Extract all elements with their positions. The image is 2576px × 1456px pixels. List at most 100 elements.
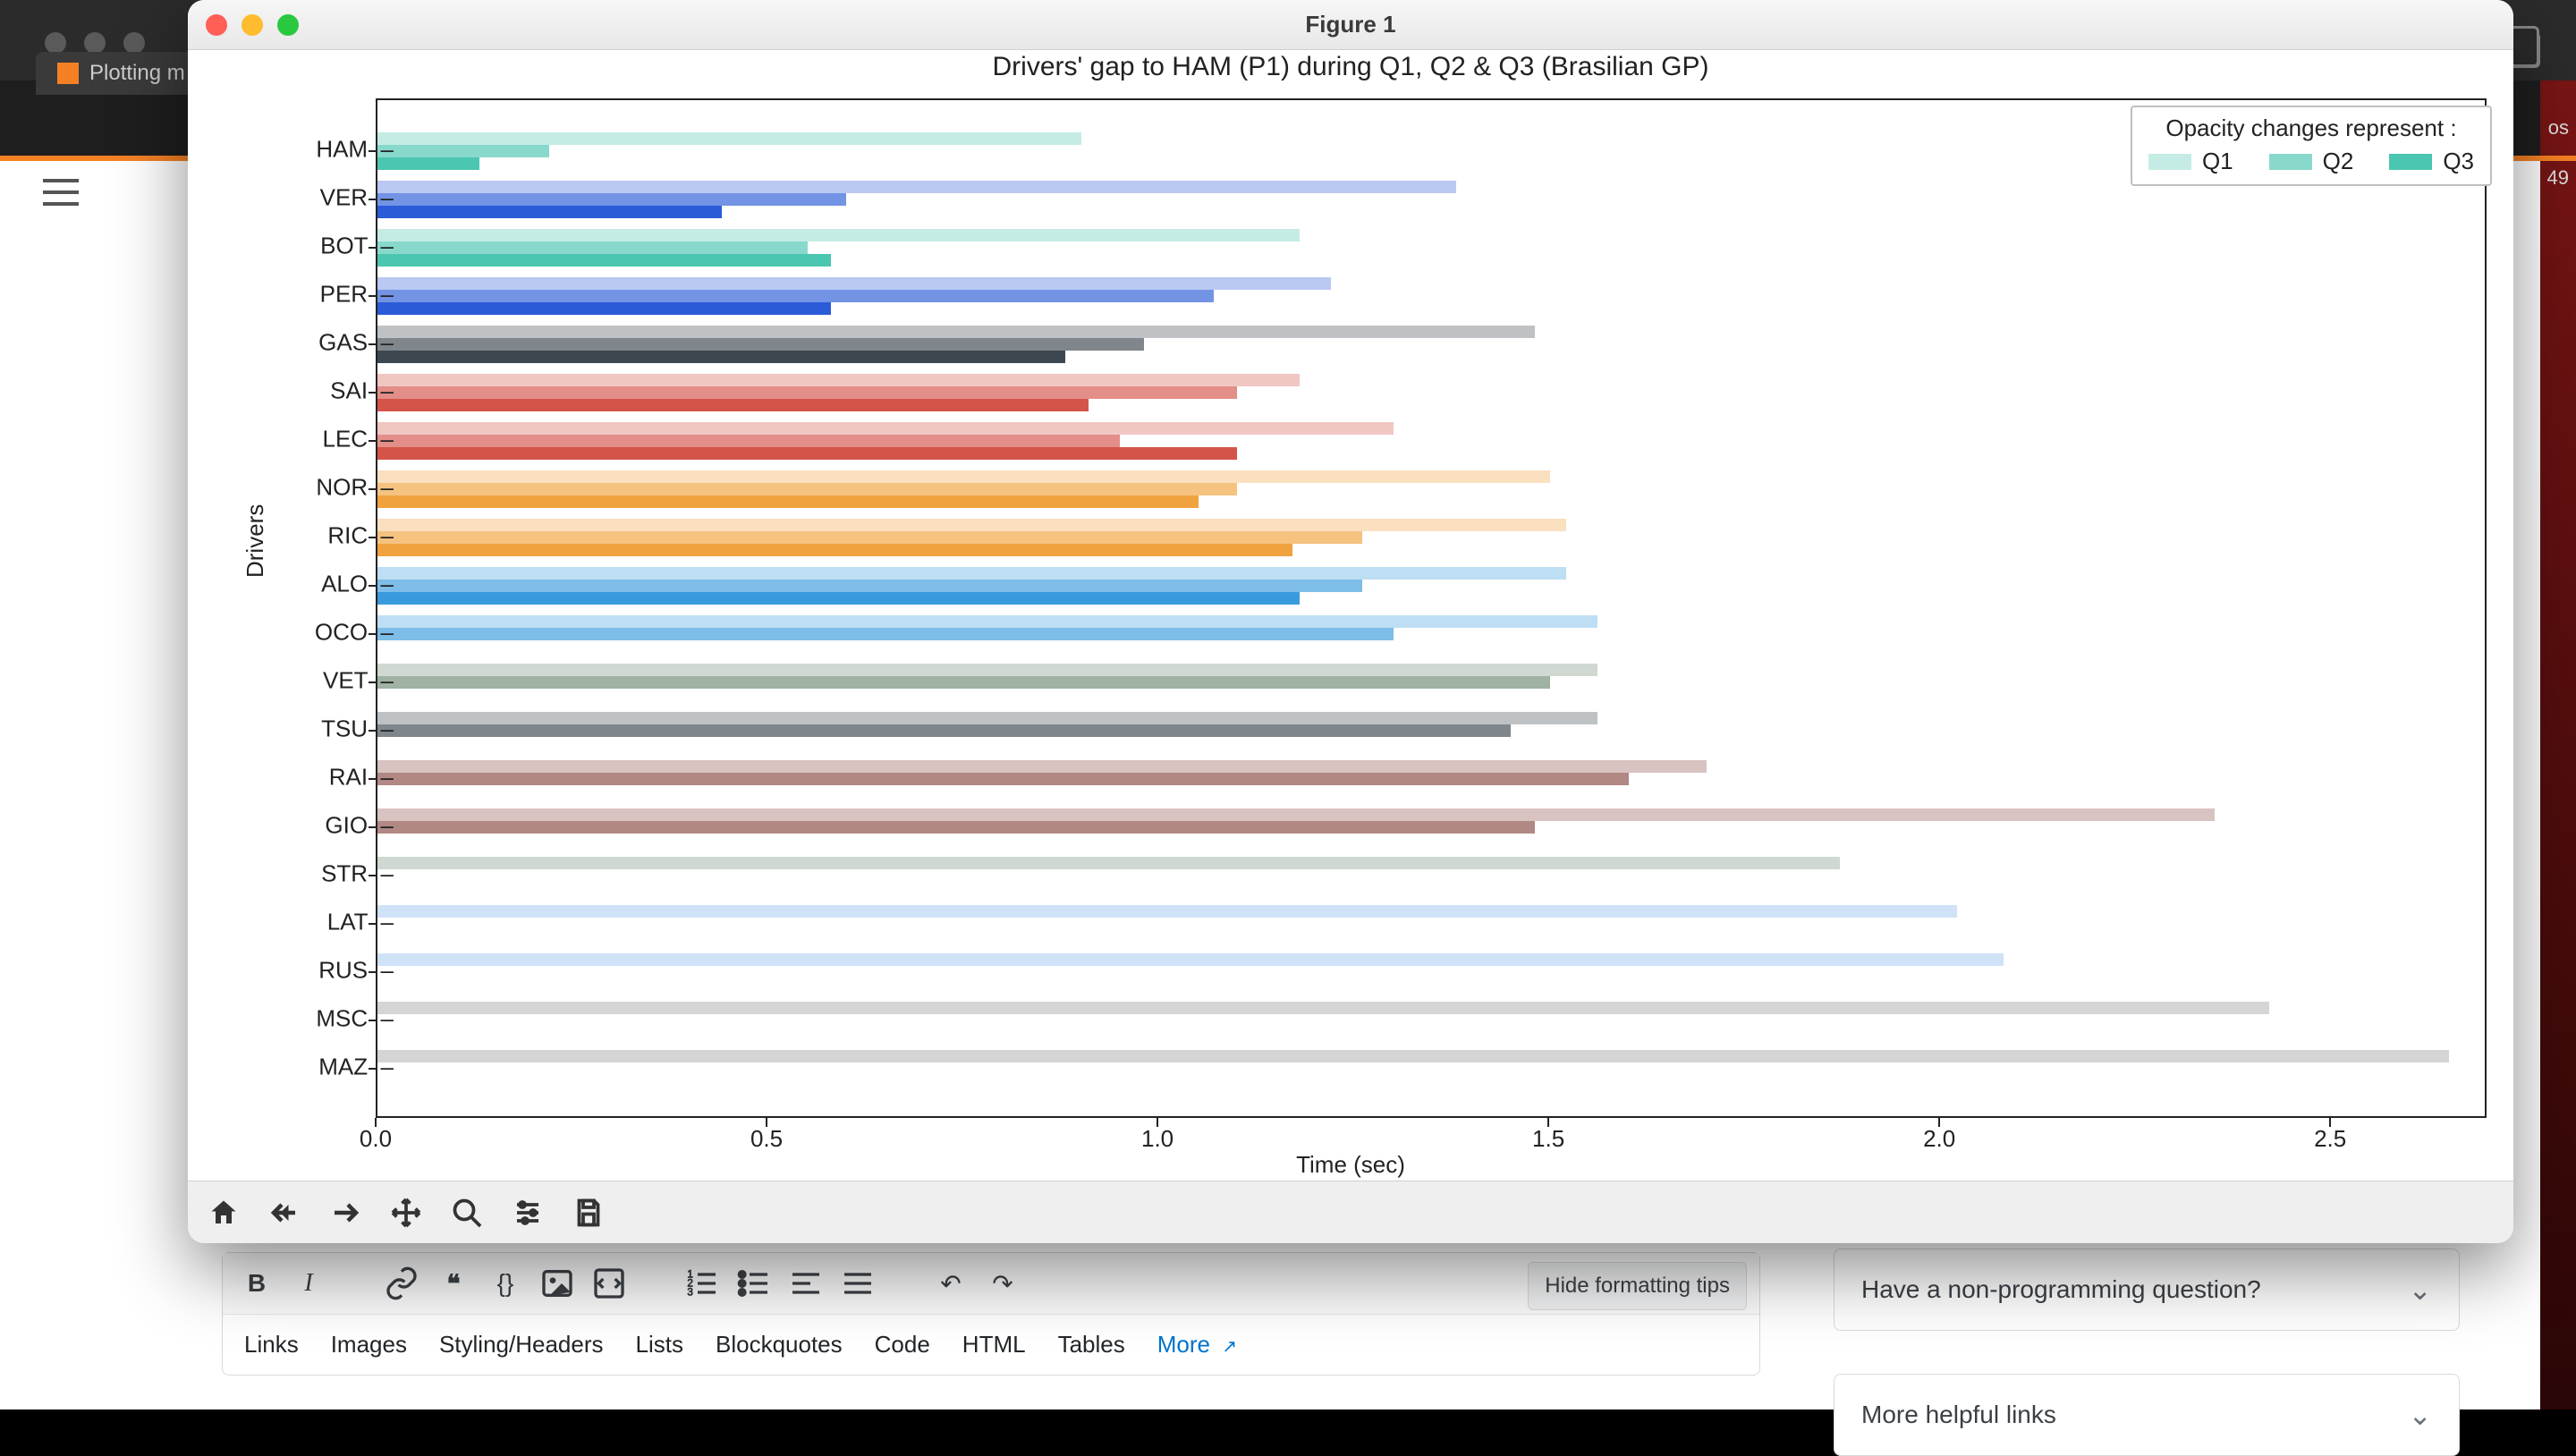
- chevron-down-icon: ⌄: [2408, 1273, 2432, 1307]
- bar-q3: [377, 544, 1292, 556]
- x-tick-label: 2.5: [2314, 1125, 2346, 1153]
- save-figure-button[interactable]: [560, 1188, 617, 1238]
- bar-q3: [377, 399, 1089, 411]
- svg-text:3: 3: [687, 1286, 692, 1298]
- bold-button[interactable]: B: [239, 1266, 275, 1301]
- help-tab-styling[interactable]: Styling/Headers: [439, 1331, 604, 1359]
- align-left-button[interactable]: [788, 1266, 824, 1301]
- window-title: Figure 1: [1305, 11, 1395, 38]
- side-card-label: Have a non-programming question?: [1861, 1275, 2261, 1304]
- ordered-list-button[interactable]: 123: [684, 1266, 720, 1301]
- y-tick-label: BOT –: [224, 233, 394, 260]
- x-tick-label: 2.0: [1923, 1125, 1955, 1153]
- help-tab-tables[interactable]: Tables: [1058, 1331, 1125, 1359]
- bar-q1: [377, 181, 1456, 193]
- bar-q2: [377, 628, 1394, 640]
- y-tick-label: LEC –: [224, 426, 394, 453]
- bar-q1: [377, 519, 1566, 531]
- bar-q2: [377, 145, 549, 157]
- bar-q1: [377, 857, 1840, 869]
- configure-subplots-button[interactable]: [499, 1188, 556, 1238]
- close-window-button[interactable]: [206, 14, 227, 36]
- y-tick-label: TSU –: [224, 715, 394, 743]
- editor-toolbar: B I ❝ {} 123: [223, 1253, 1759, 1315]
- maximize-window-button[interactable]: [277, 14, 299, 36]
- chevron-down-icon: ⌄: [2408, 1398, 2432, 1432]
- legend-item: Q3: [2389, 148, 2474, 175]
- x-tick-label: 1.5: [1532, 1125, 1564, 1153]
- y-tick-label: LAT –: [224, 909, 394, 936]
- window-traffic-lights: [206, 14, 299, 36]
- bar-q1: [377, 664, 1597, 676]
- bar-q2: [377, 483, 1237, 495]
- figure-canvas: Drivers' gap to HAM (P1) during Q1, Q2 &…: [188, 50, 2513, 1181]
- y-tick-label: RAI –: [224, 764, 394, 791]
- image-button[interactable]: [539, 1266, 575, 1301]
- y-tick-label: OCO –: [224, 619, 394, 647]
- bar-q3: [377, 302, 831, 315]
- italic-button[interactable]: I: [291, 1266, 326, 1301]
- bar-q2: [377, 531, 1362, 544]
- bar-q2: [377, 338, 1144, 351]
- forward-button[interactable]: [317, 1188, 374, 1238]
- bar-q3: [377, 351, 1065, 363]
- y-tick-label: MSC –: [224, 1005, 394, 1033]
- undo-button[interactable]: ↶: [933, 1266, 969, 1301]
- legend: Opacity changes represent : Q1Q2Q3: [2131, 106, 2492, 186]
- bar-q2: [377, 773, 1629, 785]
- bar-q3: [377, 447, 1237, 460]
- help-tab-html[interactable]: HTML: [962, 1331, 1026, 1359]
- x-tick-mark: [1547, 1118, 1549, 1127]
- help-tab-more[interactable]: More ↗: [1157, 1331, 1237, 1359]
- bg-text-49: 49: [2547, 166, 2569, 190]
- bar-q1: [377, 1050, 2449, 1062]
- y-tick-label: VER –: [224, 184, 394, 212]
- y-tick-label: PER –: [224, 281, 394, 309]
- bar-q1: [377, 229, 1300, 241]
- x-tick-label: 0.5: [750, 1125, 783, 1153]
- home-button[interactable]: [195, 1188, 252, 1238]
- help-tab-images[interactable]: Images: [331, 1331, 407, 1359]
- bg-right-strip: [2540, 80, 2576, 1409]
- help-tab-code[interactable]: Code: [875, 1331, 930, 1359]
- x-tick-label: 0.0: [360, 1125, 392, 1153]
- zoom-button[interactable]: [438, 1188, 496, 1238]
- figure-window: Figure 1 Drivers' gap to HAM (P1) during…: [188, 0, 2513, 1243]
- hamburger-icon[interactable]: [43, 179, 79, 206]
- code-braces-button[interactable]: {}: [487, 1266, 523, 1301]
- legend-swatch: [2389, 154, 2432, 170]
- pan-button[interactable]: [377, 1188, 435, 1238]
- side-card-helpful-links[interactable]: More helpful links ⌄: [1834, 1374, 2460, 1456]
- external-link-icon: ↗: [1222, 1337, 1237, 1357]
- y-tick-label: GAS –: [224, 329, 394, 357]
- y-tick-label: HAM –: [224, 136, 394, 164]
- redo-button[interactable]: ↷: [985, 1266, 1021, 1301]
- snippet-button[interactable]: [591, 1266, 627, 1301]
- align-justify-button[interactable]: [840, 1266, 876, 1301]
- minimize-window-button[interactable]: [242, 14, 263, 36]
- unordered-list-button[interactable]: [736, 1266, 772, 1301]
- x-tick-mark: [1938, 1118, 1940, 1127]
- bar-q1: [377, 567, 1566, 580]
- link-button[interactable]: [384, 1266, 419, 1301]
- help-tab-blockquotes[interactable]: Blockquotes: [716, 1331, 843, 1359]
- legend-label: Q1: [2202, 148, 2233, 175]
- answer-editor: B I ❝ {} 123: [222, 1252, 1760, 1376]
- bar-q3: [377, 495, 1199, 508]
- legend-label: Q3: [2443, 148, 2474, 175]
- bar-q1: [377, 615, 1597, 628]
- bar-q1: [377, 422, 1394, 435]
- hide-formatting-tips-button[interactable]: Hide formatting tips: [1528, 1262, 1747, 1310]
- side-card-nonprogramming[interactable]: Have a non-programming question? ⌄: [1834, 1249, 2460, 1331]
- blockquote-button[interactable]: ❝: [436, 1266, 471, 1301]
- y-tick-label: STR –: [224, 860, 394, 888]
- help-tab-links[interactable]: Links: [244, 1331, 299, 1359]
- y-tick-label: MAZ –: [224, 1054, 394, 1081]
- side-card-label: More helpful links: [1861, 1401, 2056, 1429]
- back-button[interactable]: [256, 1188, 313, 1238]
- bar-q3: [377, 254, 831, 267]
- bg-traffic-lights: [45, 32, 145, 54]
- help-tab-lists[interactable]: Lists: [636, 1331, 683, 1359]
- bar-q1: [377, 470, 1550, 483]
- legend-item: Q1: [2148, 148, 2233, 175]
